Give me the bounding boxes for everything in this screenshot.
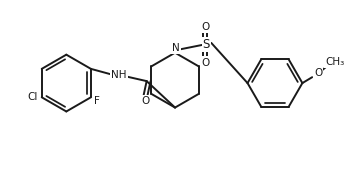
Text: O: O — [201, 57, 209, 67]
Text: S: S — [203, 38, 210, 51]
Text: N: N — [172, 43, 180, 53]
Text: O: O — [141, 96, 150, 106]
Text: NH: NH — [111, 70, 127, 80]
Text: F: F — [94, 96, 100, 106]
Text: Cl: Cl — [28, 92, 38, 102]
Text: O: O — [314, 68, 322, 78]
Text: O: O — [201, 22, 209, 32]
Text: CH₃: CH₃ — [325, 57, 344, 67]
